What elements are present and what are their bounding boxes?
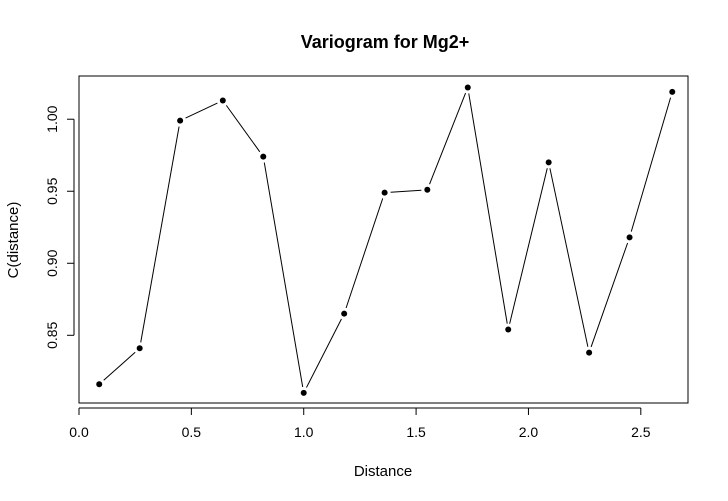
series-line-segment <box>590 242 629 348</box>
series-line-segment <box>185 102 218 119</box>
x-tick-label: 0.0 <box>69 424 89 440</box>
data-point <box>381 189 388 196</box>
data-point <box>626 234 633 241</box>
series-line-segment <box>263 162 304 388</box>
series-line-segment <box>630 97 672 232</box>
data-point <box>341 310 348 317</box>
x-axis-label: Distance <box>354 463 412 480</box>
series-line-segment <box>468 93 508 324</box>
data-point <box>424 186 431 193</box>
data-point <box>669 88 676 95</box>
series-line-segment <box>140 126 180 343</box>
data-point <box>96 381 103 388</box>
x-tick-label: 1.5 <box>406 424 426 440</box>
y-axis-label: C(distance) <box>5 202 22 279</box>
chart-title: Variogram for Mg2+ <box>301 32 470 52</box>
x-tick-label: 2.0 <box>519 424 539 440</box>
series-line-segment <box>429 92 467 185</box>
series-line-segment <box>345 198 384 309</box>
x-tick-label: 1.0 <box>294 424 314 440</box>
y-tick-label: 1.00 <box>44 105 60 132</box>
series-group <box>96 84 676 396</box>
y-tick-label: 0.90 <box>44 249 60 276</box>
series-line-segment <box>549 168 589 347</box>
data-point <box>545 159 552 166</box>
x-tick-label: 0.5 <box>182 424 202 440</box>
plot-frame <box>78 75 689 404</box>
data-point <box>505 326 512 333</box>
series-line-segment <box>509 168 548 324</box>
data-point <box>136 345 143 352</box>
y-axis: 0.85 0.90 0.95 1.00 <box>44 105 75 349</box>
y-tick-label: 0.95 <box>44 177 60 204</box>
x-tick-label: 2.5 <box>631 424 651 440</box>
data-point <box>260 153 267 160</box>
series-line-segment <box>390 189 422 193</box>
x-axis: 0.0 0.5 1.0 1.5 2.0 2.5 <box>69 407 651 440</box>
data-point <box>177 117 184 124</box>
y-tick-label: 0.85 <box>44 321 60 348</box>
data-point <box>300 389 307 396</box>
series-line-segment <box>306 318 342 388</box>
series-line-segment <box>225 105 261 153</box>
data-point <box>464 84 471 91</box>
data-point <box>219 97 226 104</box>
series-line-segment <box>103 351 136 381</box>
data-point <box>586 349 593 356</box>
